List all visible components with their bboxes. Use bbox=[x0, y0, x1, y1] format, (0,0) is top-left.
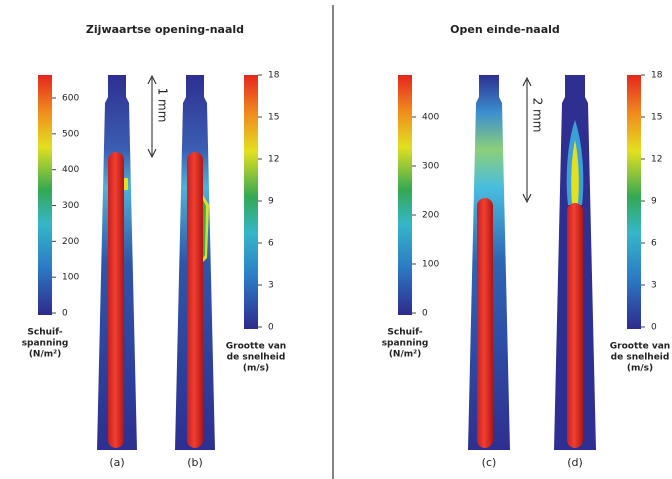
colorbar-label: Schuif- bbox=[387, 328, 422, 338]
tick-label: 600 bbox=[62, 94, 79, 104]
colorbar-label: (m/s) bbox=[627, 364, 653, 374]
panel-label: (b) bbox=[187, 456, 203, 469]
colorbar bbox=[244, 75, 258, 329]
tick-label: 15 bbox=[268, 113, 279, 123]
needle-c bbox=[468, 75, 510, 450]
tick-label: 9 bbox=[651, 197, 657, 207]
tick-label: 100 bbox=[62, 273, 79, 283]
panel-label: (a) bbox=[109, 456, 124, 469]
tick-label: 6 bbox=[651, 239, 657, 249]
tick-label: 18 bbox=[651, 71, 663, 81]
tick-label: 12 bbox=[651, 155, 662, 165]
colorbar-label: de snelheid bbox=[227, 353, 286, 363]
title: Zijwaartse opening-naald bbox=[86, 23, 244, 36]
tick-label: 3 bbox=[651, 281, 657, 291]
colorbar bbox=[627, 75, 641, 329]
colorbar-label: (N/m²) bbox=[29, 350, 61, 360]
tick-label: 0 bbox=[268, 323, 274, 333]
tick-label: 300 bbox=[62, 201, 79, 211]
tick-label: 400 bbox=[62, 165, 79, 175]
scale-bar-right bbox=[522, 76, 532, 204]
tick-label: 15 bbox=[651, 113, 662, 123]
tick-label: 6 bbox=[268, 239, 274, 249]
panel-label: (d) bbox=[567, 456, 583, 469]
tick-label: 12 bbox=[268, 155, 279, 165]
colorbar-label: Grootte van bbox=[226, 342, 286, 352]
tick-label: 9 bbox=[268, 197, 274, 207]
panel-label: (c) bbox=[482, 456, 497, 469]
tick-label: 0 bbox=[651, 323, 657, 333]
tick-label: 3 bbox=[268, 281, 274, 291]
colorbar bbox=[398, 75, 412, 315]
needle-a bbox=[97, 75, 137, 450]
colorbar-label: (m/s) bbox=[243, 364, 269, 374]
scale-label: 2 mm bbox=[531, 98, 545, 133]
tick-label: 200 bbox=[62, 237, 79, 247]
colorbar-label: Grootte van bbox=[610, 342, 670, 352]
tick-label: 0 bbox=[422, 309, 428, 319]
colorbar-label: spanning bbox=[382, 339, 429, 349]
tick-label: 0 bbox=[62, 309, 68, 319]
tick-label: 18 bbox=[268, 71, 280, 81]
colorbar-label: spanning bbox=[22, 339, 69, 349]
colorbar-label: de snelheid bbox=[611, 353, 670, 363]
colorbar bbox=[38, 75, 52, 315]
tick-label: 400 bbox=[422, 113, 439, 123]
tick-label: 300 bbox=[422, 162, 439, 172]
colorbar-label: Schuif- bbox=[27, 328, 62, 338]
title: Open einde-naald bbox=[450, 23, 560, 36]
tick-label: 100 bbox=[422, 260, 439, 270]
scale-bar-left bbox=[147, 74, 157, 159]
needle-d bbox=[554, 75, 596, 450]
colorbar-label: (N/m²) bbox=[389, 350, 421, 360]
scale-label: 1 mm bbox=[156, 88, 170, 123]
tick-label: 500 bbox=[62, 129, 79, 139]
tick-label: 200 bbox=[422, 211, 439, 221]
needle-b bbox=[175, 75, 215, 450]
